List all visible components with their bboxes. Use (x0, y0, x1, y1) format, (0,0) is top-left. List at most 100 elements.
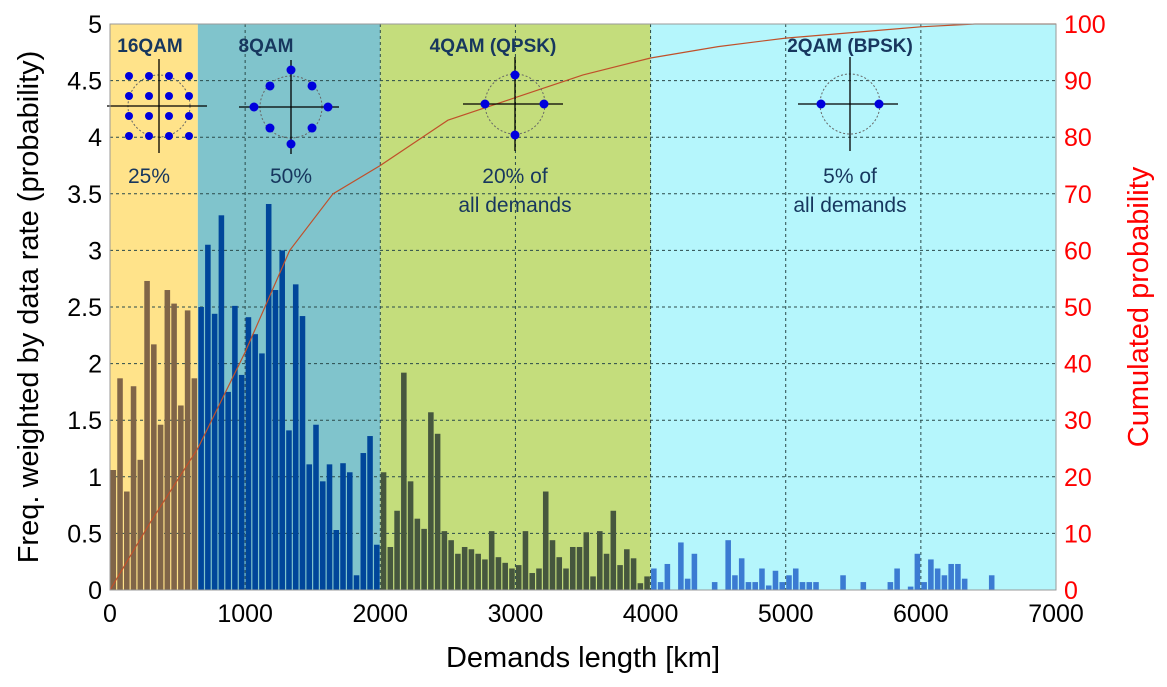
constellation-point (265, 81, 275, 91)
constellation-point (185, 112, 193, 120)
region-0-share: 25% (128, 165, 170, 188)
bar (441, 531, 448, 590)
bar (678, 542, 684, 590)
bar (347, 472, 353, 590)
bar (536, 568, 542, 590)
bar (860, 582, 867, 590)
region-0-title: 16QAM (117, 36, 182, 57)
bar (205, 244, 211, 591)
y2-tick-label: 100 (1064, 11, 1106, 39)
bar (745, 582, 752, 590)
bar (110, 470, 117, 590)
bar (684, 578, 691, 590)
x-tick-label: 2000 (352, 600, 408, 628)
bar (948, 563, 954, 590)
bar (272, 290, 279, 590)
bar (198, 307, 204, 590)
bar (887, 582, 894, 590)
bar (556, 557, 563, 590)
x-tick-label: 5000 (758, 600, 814, 628)
bar (401, 372, 407, 590)
bar (468, 549, 475, 590)
region-3-title: 2QAM (BPSK) (787, 36, 913, 57)
y2-tick-label: 10 (1064, 520, 1092, 548)
y-tick-label: 3 (88, 237, 102, 265)
bar (144, 280, 150, 590)
bar (218, 215, 225, 591)
bar (455, 553, 461, 590)
constellation-point (165, 92, 173, 100)
constellation-point (265, 123, 275, 133)
bar (752, 582, 758, 590)
bar (597, 531, 603, 590)
constellation-point (185, 72, 193, 80)
bar (941, 575, 948, 590)
bar (651, 568, 657, 590)
constellation-point (307, 123, 317, 133)
bar (691, 553, 698, 590)
y2-tick-label: 50 (1064, 294, 1092, 322)
region-backgrounds (110, 24, 1056, 590)
bar (495, 557, 502, 590)
bar (732, 575, 738, 590)
bar (624, 549, 630, 590)
constellation-point (480, 99, 490, 109)
constellation-point (510, 70, 520, 80)
bar (542, 491, 549, 590)
bar (482, 559, 488, 590)
y-tick-label: 3.5 (67, 181, 102, 209)
bar (934, 568, 941, 590)
y2-tick-label: 40 (1064, 351, 1092, 379)
bar (657, 582, 664, 590)
constellation-point (874, 99, 884, 109)
constellation-point (145, 112, 153, 120)
bar (360, 453, 367, 590)
bar (894, 568, 900, 590)
y-tick-label: 5 (88, 11, 102, 39)
y2-tick-label: 80 (1064, 124, 1092, 152)
bar (428, 412, 434, 590)
bar (725, 540, 731, 590)
bar (184, 310, 191, 590)
constellation-point (510, 130, 520, 140)
bar (333, 530, 340, 590)
constellation-point (125, 132, 133, 140)
bar (414, 518, 421, 590)
bar (124, 491, 130, 590)
bar (779, 582, 786, 590)
bar (238, 374, 245, 590)
constellation-point (145, 72, 153, 80)
region-1-title: 8QAM (239, 36, 294, 57)
bar (130, 386, 137, 590)
y-axis-label: Freq. weighted by data rate (probability… (13, 51, 45, 564)
y-tick-label: 2 (88, 351, 102, 379)
y2-tick-label: 0 (1064, 577, 1078, 605)
constellation-point (145, 132, 153, 140)
y-tick-label: 0 (88, 577, 102, 605)
bar (988, 575, 995, 590)
plot-frame (109, 23, 1057, 591)
constellation-point (125, 92, 133, 100)
histogram-bars (110, 203, 995, 591)
bar (711, 582, 718, 590)
y2-tick-label: 90 (1064, 68, 1092, 96)
constellation-point (286, 139, 296, 149)
bar (286, 430, 292, 590)
bar (907, 586, 914, 590)
bar (522, 531, 529, 590)
bar (313, 424, 319, 590)
bar (374, 544, 380, 590)
bar (563, 568, 569, 590)
region-2-share: 20% of (482, 165, 548, 188)
constellation-point (165, 112, 173, 120)
bar (549, 540, 556, 590)
bar (380, 472, 387, 590)
bar (232, 305, 238, 590)
y-tick-label: 4 (88, 124, 102, 152)
bar (664, 563, 671, 590)
y2-tick-label: 30 (1064, 407, 1092, 435)
bar (421, 528, 427, 590)
bar (637, 583, 644, 590)
bar (840, 575, 846, 590)
